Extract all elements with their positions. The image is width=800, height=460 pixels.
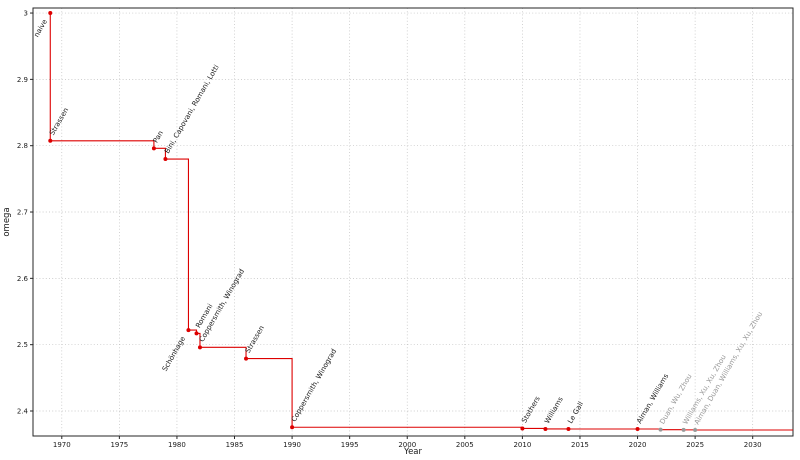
x-tick-label: 2020 bbox=[629, 441, 647, 449]
data-point-marker bbox=[48, 138, 53, 143]
data-point-marker bbox=[163, 157, 168, 162]
y-tick-label: 2.7 bbox=[17, 209, 28, 217]
data-point-marker bbox=[635, 426, 640, 431]
x-tick-label: 1990 bbox=[283, 441, 301, 449]
x-tick-label: 2030 bbox=[744, 441, 762, 449]
x-tick-label: 2015 bbox=[571, 441, 589, 449]
x-tick-label: 2005 bbox=[456, 441, 474, 449]
data-point-marker bbox=[658, 427, 663, 432]
plot-border bbox=[32, 7, 794, 437]
data-point-marker bbox=[48, 11, 53, 16]
data-point-marker bbox=[244, 356, 249, 361]
data-point-marker bbox=[194, 331, 199, 336]
x-tick-label: 2025 bbox=[686, 441, 704, 449]
y-tick-label: 2.9 bbox=[17, 76, 28, 84]
y-tick-label: 2.4 bbox=[17, 407, 29, 415]
data-point-marker bbox=[151, 146, 156, 151]
data-point-marker bbox=[566, 426, 571, 431]
y-axis-title: omega bbox=[2, 207, 12, 236]
data-point-marker bbox=[520, 426, 525, 431]
x-tick-label: 1985 bbox=[226, 441, 244, 449]
data-point-marker bbox=[186, 328, 191, 333]
y-tick-label: 3 bbox=[24, 10, 28, 18]
data-point-marker bbox=[197, 345, 202, 350]
x-tick-label: 1975 bbox=[110, 441, 128, 449]
x-tick-label: 2010 bbox=[513, 441, 531, 449]
data-point-marker bbox=[543, 426, 548, 431]
y-tick-label: 2.8 bbox=[17, 142, 28, 150]
y-tick-label: 2.6 bbox=[17, 275, 29, 283]
x-tick-label: 1970 bbox=[53, 441, 71, 449]
x-axis-title: Year bbox=[403, 447, 423, 457]
data-point-marker bbox=[681, 427, 686, 432]
y-tick-label: 2.5 bbox=[17, 341, 28, 349]
data-point-marker bbox=[693, 428, 698, 433]
x-tick-label: 2000 bbox=[398, 441, 416, 449]
x-tick-label: 1980 bbox=[168, 441, 186, 449]
x-tick-label: 1995 bbox=[341, 441, 359, 449]
data-point-marker bbox=[290, 425, 295, 430]
